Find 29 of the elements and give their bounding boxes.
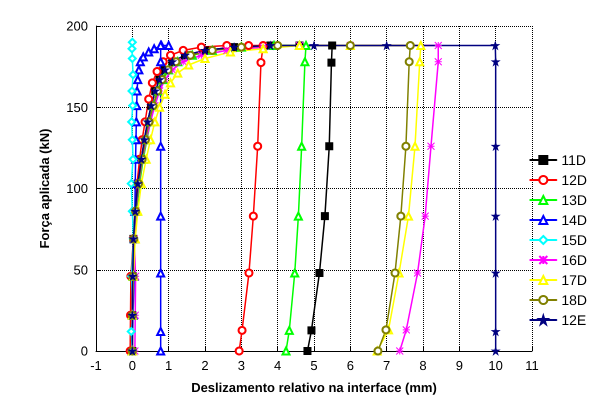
legend-label: 12D (561, 172, 588, 188)
x-tick-label: 5 (310, 358, 318, 373)
x-tick-label: 2 (201, 358, 209, 373)
x-tick-label: 4 (274, 358, 282, 373)
x-tick-label: 0 (128, 358, 136, 373)
x-tick-label: 6 (346, 358, 354, 373)
legend-label: 17D (561, 272, 588, 288)
x-tick-label: 3 (238, 358, 245, 373)
x-tick-label: 9 (456, 358, 463, 373)
y-tick-label: 100 (66, 181, 88, 196)
y-tick-label: 0 (80, 344, 88, 358)
x-tick-label: -1 (90, 358, 102, 373)
x-tick-label: 7 (383, 358, 390, 373)
legend-label: 16D (561, 252, 588, 268)
legend-label: 13D (561, 192, 588, 208)
x-tick-label: 1 (165, 358, 172, 373)
x-tick-label: 10 (488, 358, 503, 373)
y-tick-label: 50 (74, 262, 88, 278)
legend-label: 14D (561, 212, 588, 228)
legend-label: 11D (561, 152, 586, 168)
y-tick-label: 150 (66, 100, 88, 115)
x-axis-title: Deslizamento relativo na interface (mm) (191, 380, 437, 395)
y-tick-label: 200 (66, 18, 88, 34)
legend-label: 12E (561, 312, 586, 328)
legend-label: 15D (561, 232, 588, 248)
legend-label: 18D (561, 292, 588, 308)
x-tick-label: 11 (525, 358, 539, 373)
x-tick-label: 8 (419, 358, 427, 373)
y-axis-title: Força aplicada (kN) (37, 128, 52, 248)
